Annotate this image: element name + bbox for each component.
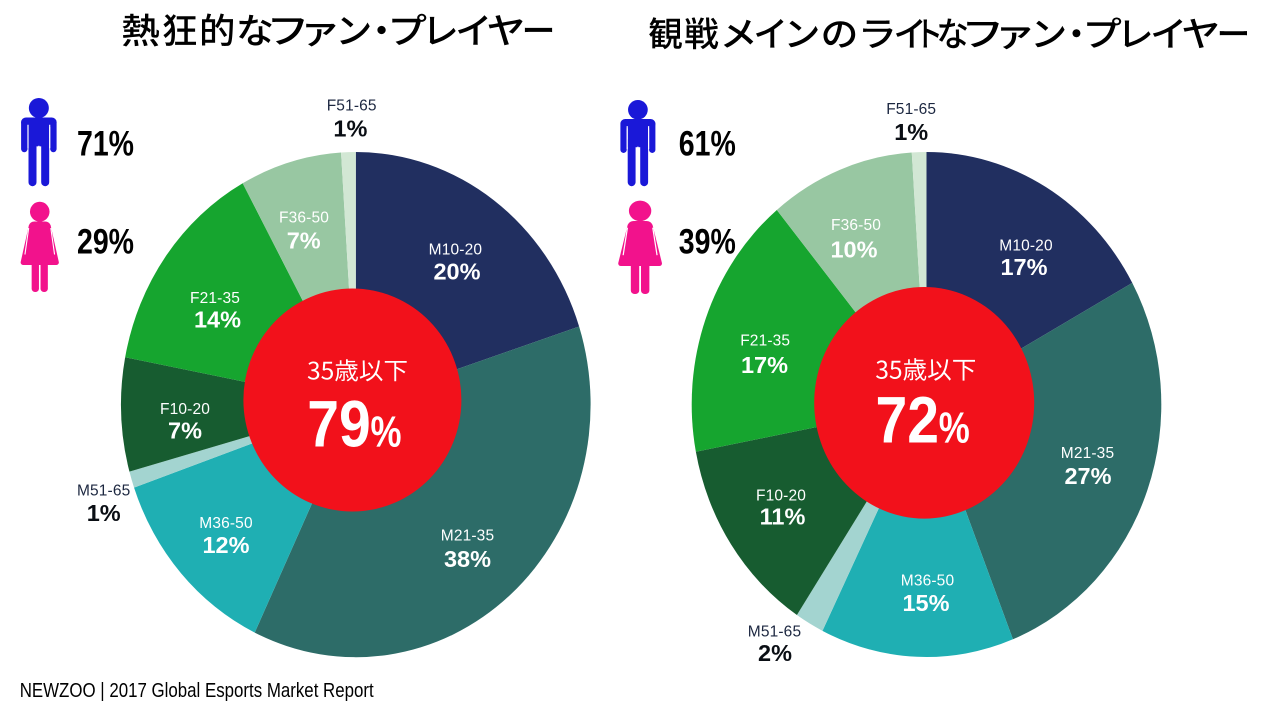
svg-text:27%: 27% [1064,463,1111,489]
svg-text:F21-35: F21-35 [740,333,790,350]
svg-text:M10-20: M10-20 [999,238,1053,255]
svg-text:M51-65: M51-65 [748,624,801,641]
svg-text:M51-65: M51-65 [77,483,130,500]
svg-text:39%: 39% [679,221,736,261]
svg-text:1%: 1% [333,116,367,142]
svg-text:7%: 7% [168,418,202,444]
svg-text:M21-35: M21-35 [1061,445,1114,462]
svg-text:M21-35: M21-35 [441,528,494,545]
svg-text:11%: 11% [760,504,806,530]
svg-text:F51-65: F51-65 [327,97,377,114]
svg-text:NEWZOO | 2017 Global Esports M: NEWZOO | 2017 Global Esports Market Repo… [20,680,374,702]
svg-text:10%: 10% [830,237,877,263]
svg-text:12%: 12% [202,532,249,558]
svg-text:72: 72 [876,384,940,457]
svg-text:29%: 29% [77,221,134,261]
svg-text:1%: 1% [894,119,928,145]
svg-text:14%: 14% [194,307,241,333]
svg-text:20%: 20% [433,259,480,285]
svg-text:2%: 2% [758,640,792,666]
svg-text:71%: 71% [77,124,134,164]
svg-text:F36-50: F36-50 [279,210,329,227]
svg-text:%: % [371,408,402,457]
svg-text:38%: 38% [444,546,491,572]
svg-text:%: % [939,404,970,453]
svg-text:F10-20: F10-20 [756,488,806,505]
svg-text:M10-20: M10-20 [429,242,483,259]
svg-text:F21-35: F21-35 [190,290,240,307]
svg-text:15%: 15% [902,590,949,616]
svg-text:79: 79 [307,388,371,461]
svg-text:17%: 17% [1000,254,1047,280]
svg-text:1%: 1% [87,500,121,526]
svg-text:F36-50: F36-50 [831,217,881,234]
svg-text:61%: 61% [679,124,736,164]
svg-text:F51-65: F51-65 [886,101,936,118]
svg-text:F10-20: F10-20 [160,401,210,418]
svg-text:M36-50: M36-50 [901,573,955,590]
svg-text:M36-50: M36-50 [199,515,253,532]
svg-text:7%: 7% [287,227,321,253]
svg-text:17%: 17% [741,352,788,378]
